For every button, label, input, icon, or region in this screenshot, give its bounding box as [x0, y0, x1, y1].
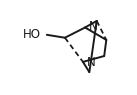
Text: HO: HO — [23, 28, 41, 41]
Text: N: N — [87, 56, 95, 69]
Text: N: N — [89, 20, 98, 33]
